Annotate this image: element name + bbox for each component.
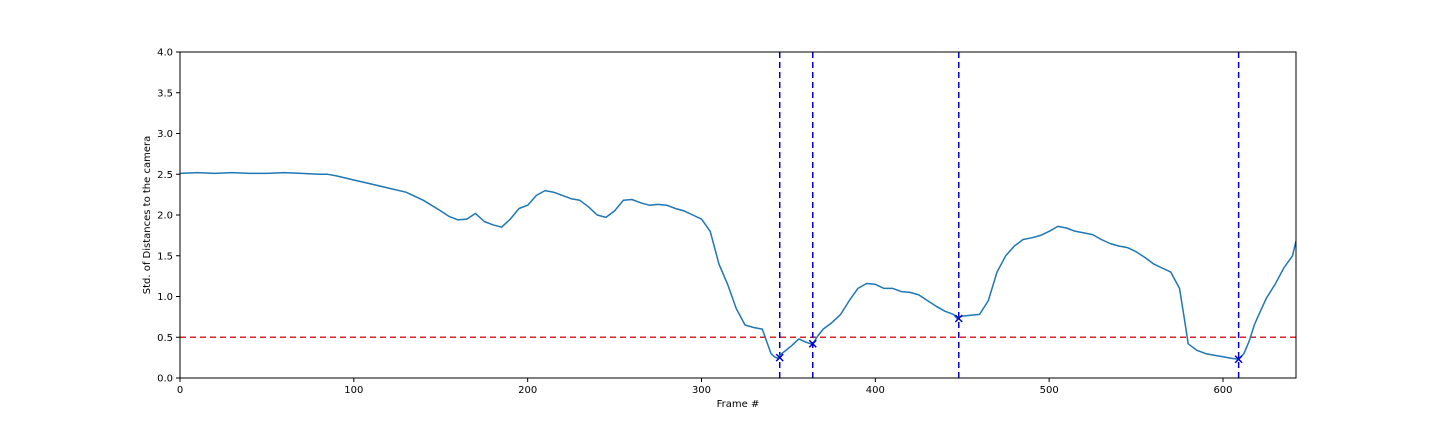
x-tick-label: 0 xyxy=(177,385,183,396)
x-tick-label: 400 xyxy=(866,385,885,396)
plot-layer xyxy=(180,52,1296,378)
y-tick-label: 1.5 xyxy=(157,251,173,262)
series-line-1 xyxy=(180,171,1296,361)
x-tick-label: 600 xyxy=(1213,385,1232,396)
y-tick-label: 3.0 xyxy=(157,129,173,140)
marker-stroke xyxy=(775,353,784,362)
y-tick-label: 2.0 xyxy=(157,211,173,222)
y-tick-label: 4.0 xyxy=(157,48,173,59)
y-tick-label: 3.5 xyxy=(157,88,173,99)
y-tick-label: 1.0 xyxy=(157,292,173,303)
y-tick-label: 0.5 xyxy=(157,333,173,344)
marker-stroke xyxy=(808,339,817,348)
y-tick-label: 0.0 xyxy=(157,374,173,385)
x-tick-label: 500 xyxy=(1040,385,1059,396)
marker-stroke xyxy=(954,314,963,323)
marker-4 xyxy=(1234,355,1243,364)
x-axis-label: Frame # xyxy=(717,399,760,410)
x-axis: 0 100 200 300 400 500 600 xyxy=(177,378,1233,396)
x-tick-label: 100 xyxy=(344,385,363,396)
marker-3 xyxy=(954,314,963,323)
marker-stroke xyxy=(1234,355,1243,364)
x-tick-label: 300 xyxy=(692,385,711,396)
x-tick-label: 200 xyxy=(518,385,537,396)
y-tick-label: 2.5 xyxy=(157,170,173,181)
y-axis-label: Std. of Distances to the camera xyxy=(142,136,153,294)
y-axis: 0.0 0.5 1.0 1.5 2.0 2.5 3.0 3.5 4.0 xyxy=(157,48,180,385)
marker-1 xyxy=(775,353,784,362)
marker-2 xyxy=(808,339,817,348)
